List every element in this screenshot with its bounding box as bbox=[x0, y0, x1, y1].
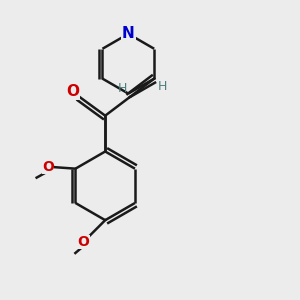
Text: O: O bbox=[77, 235, 89, 249]
Text: H: H bbox=[118, 82, 127, 95]
Text: O: O bbox=[42, 160, 54, 174]
Text: H: H bbox=[158, 80, 167, 94]
Text: O: O bbox=[66, 84, 79, 99]
Text: N: N bbox=[122, 26, 135, 41]
